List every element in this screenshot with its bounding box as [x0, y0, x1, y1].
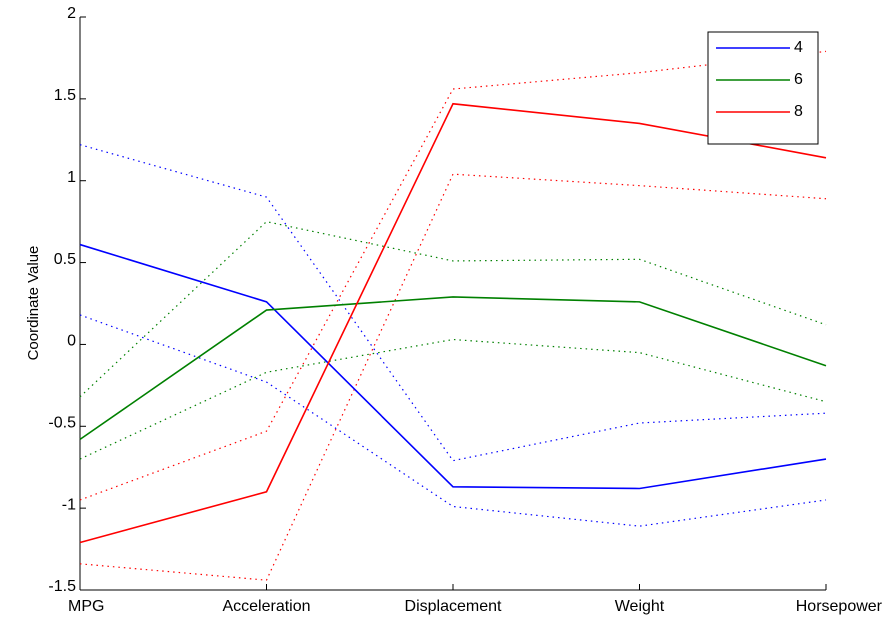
y-tick-label: -0.5 [48, 415, 76, 432]
y-tick-label: 0 [67, 333, 76, 350]
upper-quantile-line [79, 50, 827, 501]
x-tick-label: Displacement [405, 598, 502, 615]
x-tick-label: Horsepower [796, 598, 883, 615]
upper-quantile-line [79, 220, 827, 398]
series-line [79, 243, 827, 490]
y-tick-label: -1.5 [48, 578, 76, 595]
series-line [79, 102, 827, 544]
y-tick-label: 1 [67, 169, 76, 186]
x-tick-label: MPG [68, 598, 104, 615]
y-tick-label: 2 [67, 5, 76, 22]
upper-quantile-line [79, 144, 827, 462]
legend-box [707, 31, 819, 145]
legend-label: 4 [794, 39, 803, 56]
y-axis-label: Coordinate Value [25, 246, 42, 361]
lower-quantile-line [79, 314, 827, 527]
y-tick-label: 0.5 [54, 251, 76, 268]
legend-label: 8 [794, 103, 803, 120]
legend-label: 6 [794, 71, 803, 88]
y-tick-label: 1.5 [54, 87, 76, 104]
lower-quantile-line [79, 173, 827, 581]
x-tick-label: Weight [615, 598, 665, 615]
x-tick-label: Acceleration [222, 598, 310, 615]
lower-quantile-line [79, 338, 827, 460]
series-line [79, 296, 827, 441]
y-tick-label: -1 [62, 496, 76, 513]
